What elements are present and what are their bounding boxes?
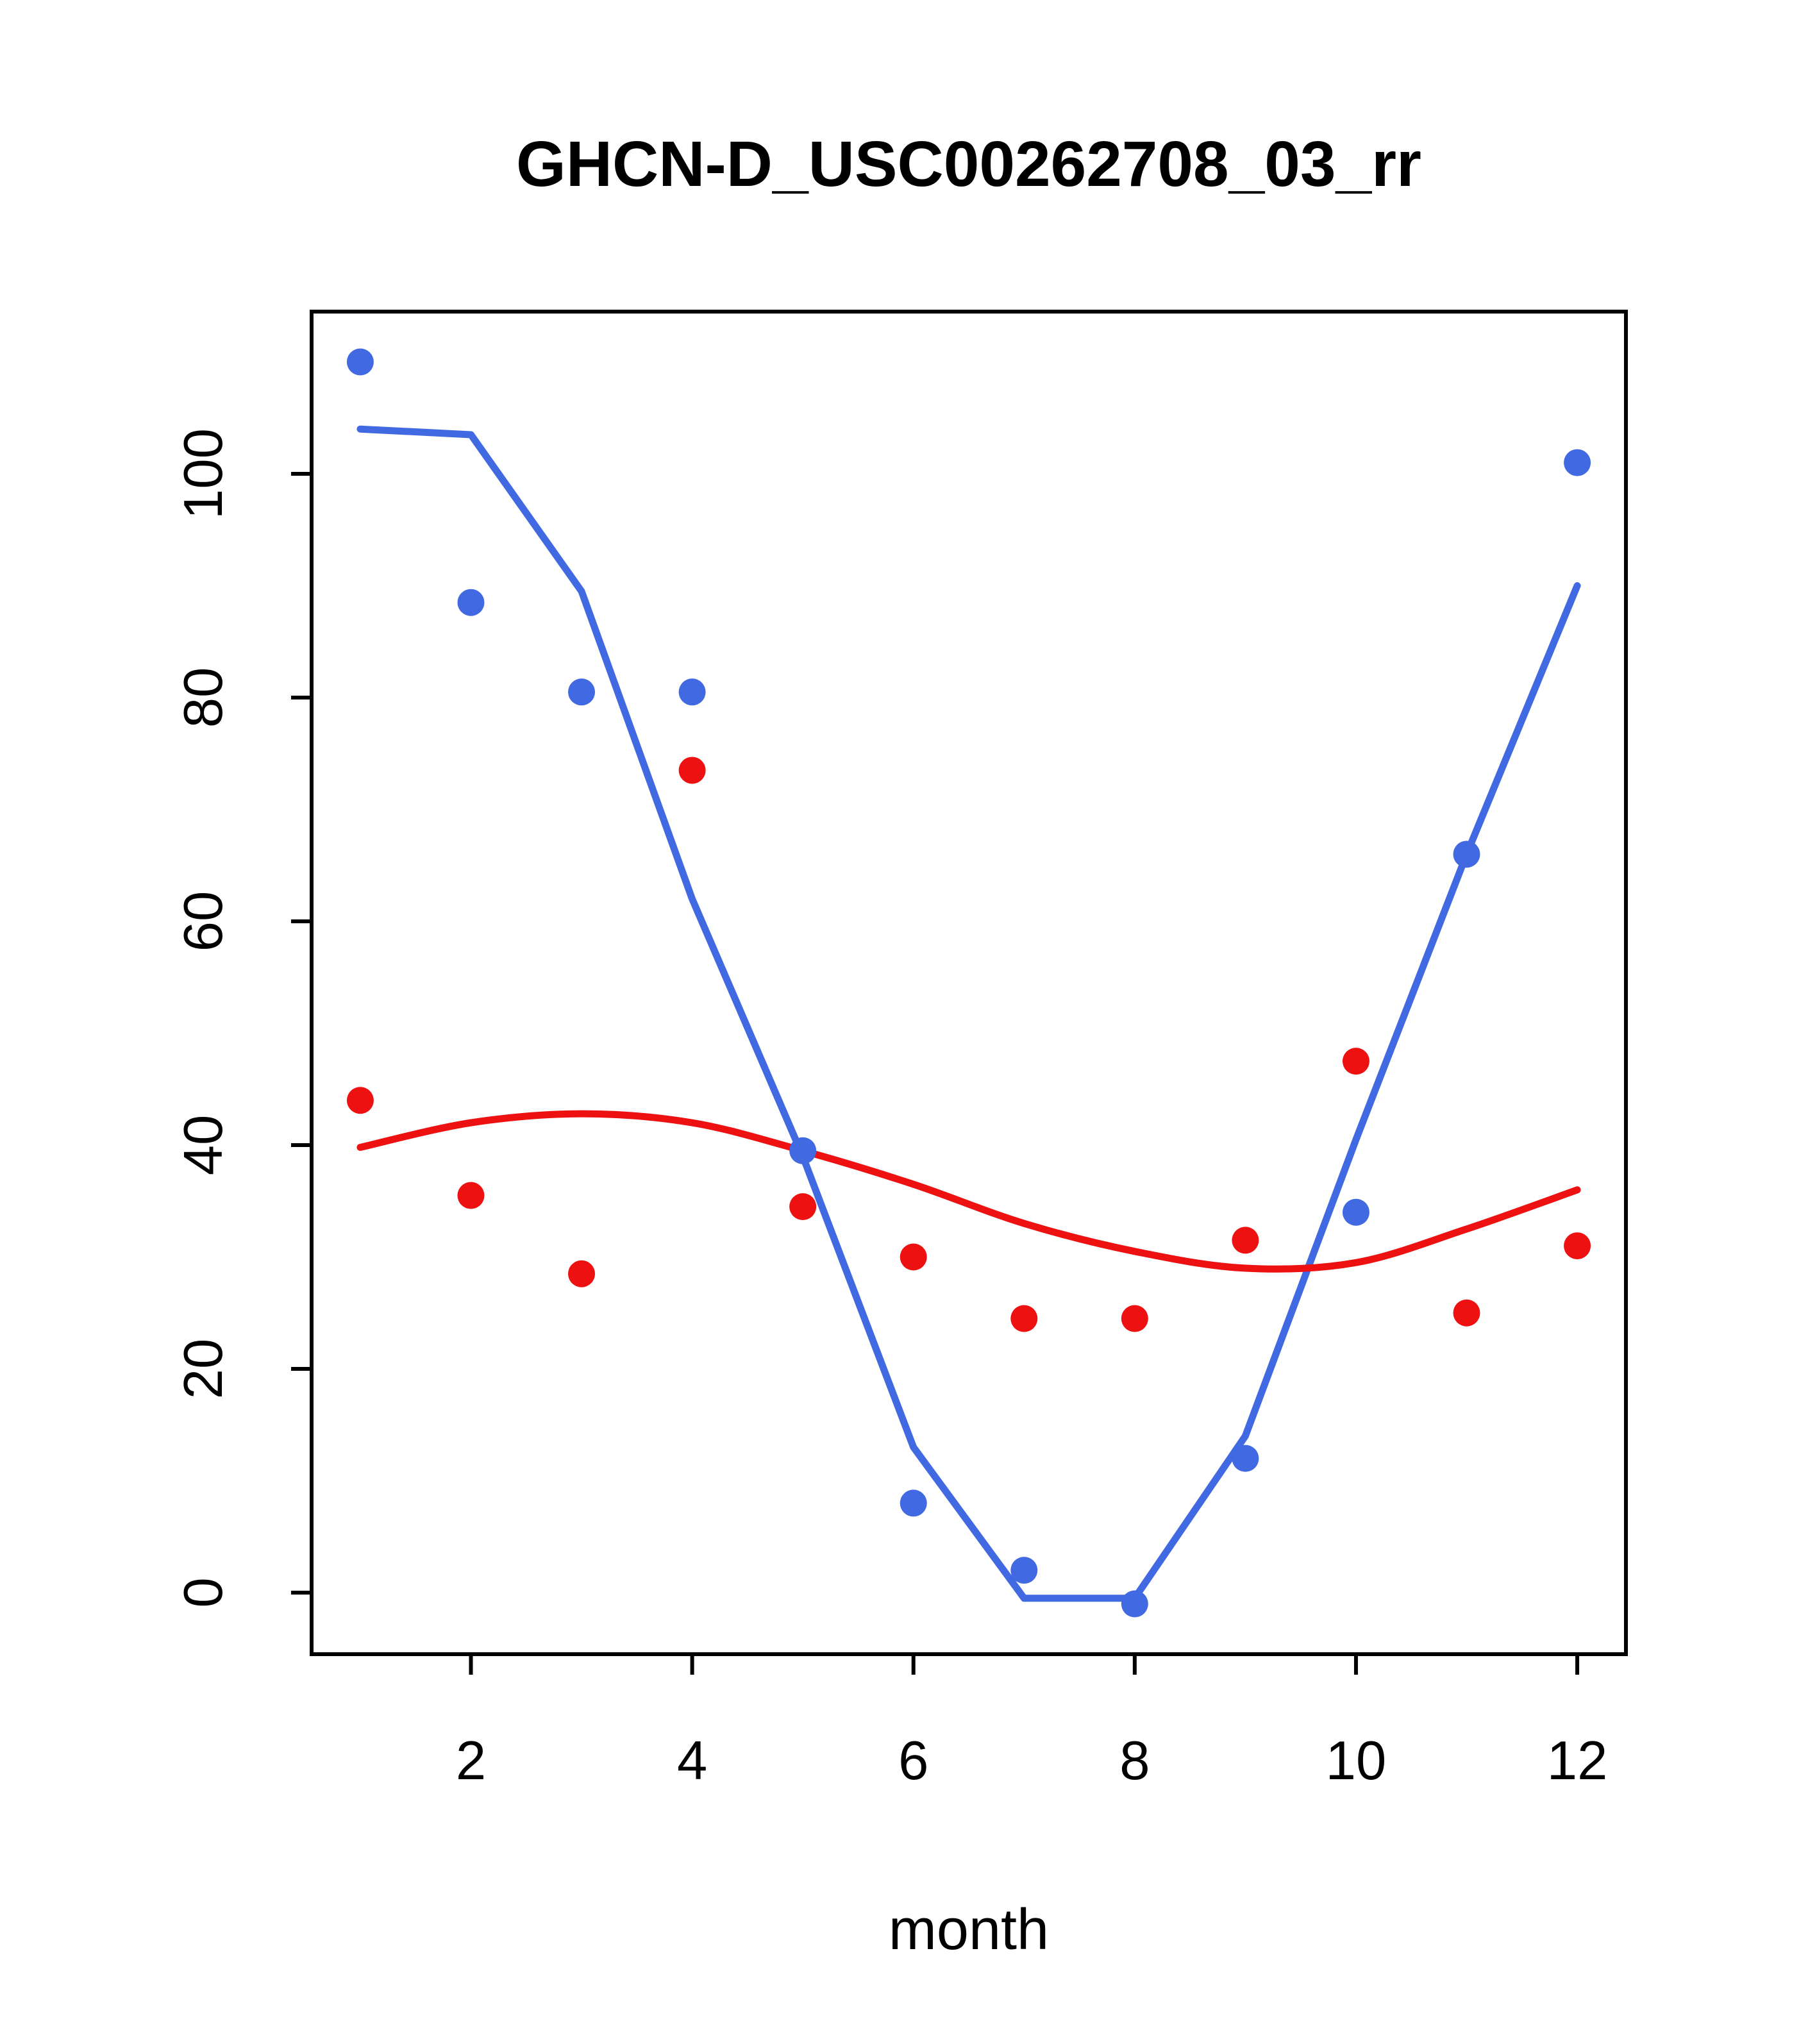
- red-point-3: [568, 1260, 596, 1287]
- red-point-6: [900, 1243, 927, 1271]
- red-point-9: [1232, 1227, 1259, 1254]
- data-series: [346, 348, 1591, 1618]
- x-axis-label: month: [889, 1898, 1049, 1962]
- blue-point-7: [1010, 1557, 1038, 1584]
- y-tick-label: 60: [173, 891, 234, 952]
- red-point-12: [1564, 1232, 1591, 1260]
- blue-point-5: [789, 1137, 817, 1164]
- y-tick-label: 40: [173, 1115, 234, 1176]
- axes: 2 4 6 8 10 12 0 20 40 60 80 100: [173, 310, 1628, 1791]
- y-tick-label: 100: [173, 428, 234, 519]
- y-tick-label: 0: [173, 1577, 234, 1607]
- x-tick-label: 12: [1547, 1730, 1608, 1791]
- x-tick-label: 6: [898, 1730, 928, 1791]
- red-point-2: [457, 1182, 485, 1209]
- red-point-1: [346, 1087, 374, 1114]
- x-tick-label: 2: [456, 1730, 486, 1791]
- red-point-4: [678, 757, 706, 784]
- red-point-5: [789, 1193, 817, 1220]
- blue-line: [356, 425, 1581, 1602]
- blue-point-2: [457, 589, 485, 616]
- blue-point-12: [1564, 449, 1591, 476]
- x-tick-label: 8: [1119, 1730, 1150, 1791]
- plot-box: [310, 310, 1628, 1656]
- x-tick-label: 10: [1326, 1730, 1387, 1791]
- x-tick-label: 4: [677, 1730, 707, 1791]
- blue-point-8: [1121, 1590, 1148, 1618]
- y-tick-label: 20: [173, 1339, 234, 1400]
- red-point-11: [1453, 1299, 1480, 1327]
- blue-point-6: [900, 1489, 927, 1517]
- blue-point-9: [1232, 1445, 1259, 1472]
- blue-point-10: [1342, 1198, 1369, 1226]
- red-point-10: [1342, 1048, 1369, 1075]
- chart-title: GHCN-D_USC00262708_03_rr: [516, 128, 1421, 200]
- red-point-8: [1121, 1305, 1148, 1332]
- blue-point-1: [346, 348, 374, 376]
- blue-point-3: [568, 678, 596, 706]
- blue-point-11: [1453, 841, 1480, 868]
- blue-point-4: [678, 678, 706, 706]
- red-line: [356, 1110, 1581, 1273]
- y-tick-label: 80: [173, 667, 234, 728]
- red-point-7: [1010, 1305, 1038, 1332]
